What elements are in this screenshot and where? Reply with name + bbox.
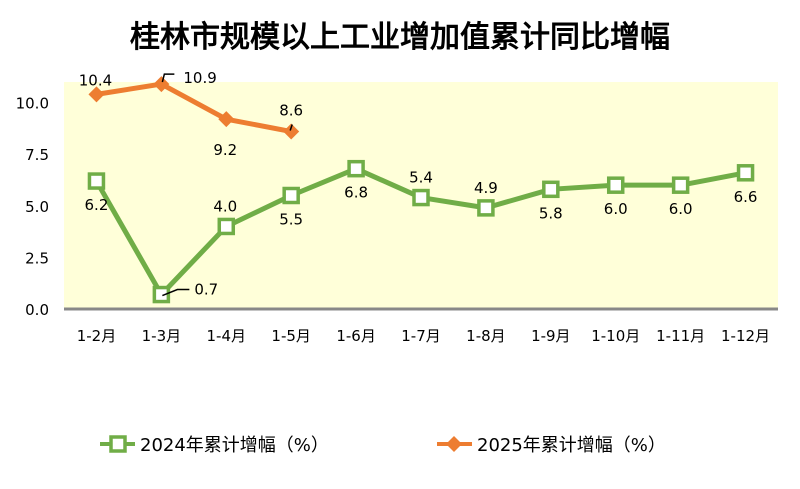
label-leader-line <box>162 288 190 297</box>
series-0: 6.2 0.7 4.0 5.5 6.8 5.4 4.9 5.8 6.0 6.0 6.6 <box>85 159 758 304</box>
data-point-marker <box>606 176 625 194</box>
x-tick-label: 1-6月 <box>336 327 376 345</box>
data-point-marker <box>153 76 170 93</box>
legend-diamond-marker-icon <box>446 436 462 452</box>
data-label: 4.0 <box>213 197 237 215</box>
x-tick-label: 1-8月 <box>466 327 506 345</box>
data-point-marker <box>283 123 300 140</box>
x-tick-label: 1-9月 <box>531 327 571 345</box>
legend-item-0: 2024年累计增幅（%） <box>100 435 329 456</box>
data-label: 6.2 <box>85 196 109 214</box>
legend-item-1: 2025年累计增幅（%） <box>437 435 666 456</box>
x-tick-label: 1-2月 <box>77 327 117 345</box>
data-label: 6.8 <box>344 184 368 202</box>
x-tick-label: 1-3月 <box>142 327 182 345</box>
y-tick-label: 7.5 <box>25 146 49 164</box>
label-leader-line <box>161 73 175 83</box>
x-tick-label: 1-10月 <box>591 327 640 345</box>
y-tick-label: 2.5 <box>25 249 49 267</box>
data-point-marker <box>736 164 755 182</box>
legend-square-marker-icon <box>109 435 127 453</box>
legend-label: 2024年累计增幅（%） <box>140 435 329 456</box>
data-label: 10.4 <box>79 71 112 89</box>
y-tick-label: 10.0 <box>16 95 49 113</box>
y-tick-label: 0.0 <box>25 301 49 319</box>
data-point-marker <box>217 217 236 236</box>
data-label: 0.7 <box>194 281 218 299</box>
series-1: 10.4 10.9 9.2 8.6 <box>79 69 303 159</box>
data-point-marker <box>412 188 430 207</box>
data-point-marker <box>218 111 235 128</box>
data-point-marker <box>152 285 171 304</box>
data-point-marker <box>87 172 106 190</box>
series-line <box>96 81 292 134</box>
data-label: 10.9 <box>183 69 216 87</box>
data-point-marker <box>88 86 105 103</box>
data-point-marker <box>671 176 690 194</box>
data-label: 5.4 <box>409 169 433 187</box>
data-point-marker <box>477 199 495 217</box>
y-tick-label: 5.0 <box>25 198 49 216</box>
data-point-marker <box>282 186 300 205</box>
x-tick-label: 1-4月 <box>207 327 247 345</box>
label-leader-line <box>289 124 293 131</box>
data-label: 5.5 <box>279 211 303 229</box>
data-label: 6.6 <box>734 188 758 206</box>
data-label: 9.2 <box>213 141 237 159</box>
x-tick-label: 1-11月 <box>656 327 705 345</box>
x-tick-label: 1-12月 <box>721 327 770 345</box>
data-label: 6.0 <box>604 200 628 218</box>
data-label: 5.8 <box>539 204 563 222</box>
data-label: 8.6 <box>279 102 303 120</box>
data-label: 4.9 <box>474 179 498 197</box>
data-point-marker <box>347 159 365 178</box>
chart-title: 桂林市规模以上工业增加值累计同比增幅 <box>130 20 670 55</box>
data-point-marker <box>542 180 560 199</box>
x-tick-label: 1-5月 <box>271 327 311 345</box>
legend-label: 2025年累计增幅（%） <box>477 435 666 456</box>
data-label: 6.0 <box>669 200 693 218</box>
x-tick-label: 1-7月 <box>401 327 441 345</box>
